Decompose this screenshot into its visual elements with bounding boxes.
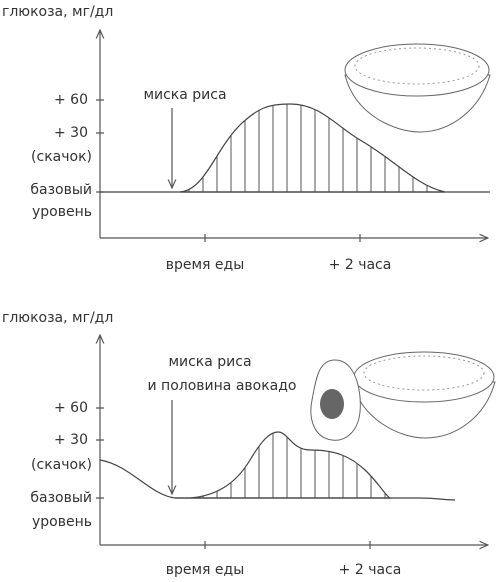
y-label: глюкоза, мг/дл	[2, 310, 113, 326]
rice-bowl	[344, 43, 491, 133]
y-tick: уровень	[32, 204, 92, 220]
y-tick: базовый	[30, 182, 92, 198]
y-tick: + 30	[54, 125, 88, 141]
y-tick: + 60	[54, 92, 88, 108]
panel-1: глюкоза, мг/дл + 60 + 30 (скачок) базовы…	[2, 4, 491, 273]
annotation: и половина авокадо	[148, 378, 297, 394]
x-tick: время еды	[166, 562, 245, 578]
x-tick: + 2 часа	[329, 257, 392, 273]
annotation: миска риса	[168, 354, 251, 370]
panel-2: глюкоза, мг/дл + 60 + 30 (скачок) базовы…	[2, 310, 496, 578]
curve	[179, 103, 446, 193]
y-tick: + 60	[54, 400, 88, 416]
curve	[189, 431, 393, 499]
avocado	[310, 359, 361, 441]
ticks	[96, 407, 371, 549]
annotation: миска риса	[143, 87, 226, 103]
y-tick: уровень	[32, 514, 92, 530]
baseline	[175, 497, 456, 501]
y-tick: базовый	[30, 490, 92, 506]
y-label: глюкоза, мг/дл	[2, 4, 113, 20]
x-tick: + 2 часа	[339, 562, 402, 578]
y-tick: (скачок)	[31, 457, 92, 473]
y-tick: (скачок)	[31, 149, 92, 165]
curve-start	[99, 459, 190, 499]
rice-bowl	[351, 351, 496, 439]
x-tick: время еды	[166, 257, 245, 273]
y-tick: + 30	[54, 432, 88, 448]
